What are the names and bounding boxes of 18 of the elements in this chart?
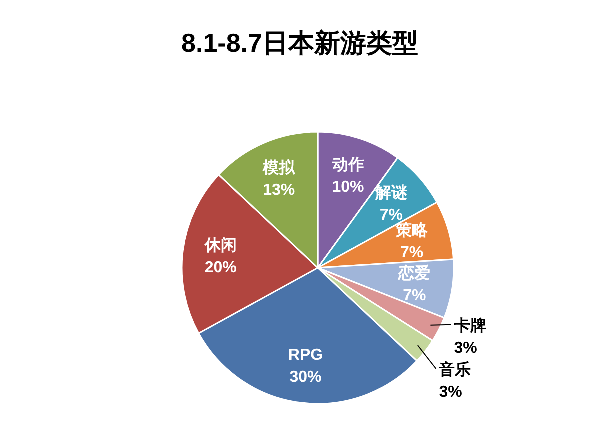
data-label: 7% [403,287,426,304]
data-label: 20% [204,260,237,277]
slice-label: 解谜 [374,184,408,202]
data-label: 7% [400,244,424,262]
slice-label: RPG [288,347,324,364]
slice-label: 动作 [331,156,364,174]
data-label: 3% [454,340,478,357]
chart-title: 8.1-8.7日本新游类型 [182,28,418,58]
data-label: 13% [263,182,296,200]
slice-label: 卡牌 [453,316,486,335]
slice-label: 策略 [395,222,430,240]
slice-label: 休闲 [204,236,237,255]
slice-label: 音乐 [438,360,472,379]
slice-label: 恋爱 [398,263,431,282]
data-label: 10% [332,178,364,196]
data-label: 30% [290,369,322,386]
slice-label: 模拟 [262,159,296,178]
data-label: 3% [439,384,462,401]
